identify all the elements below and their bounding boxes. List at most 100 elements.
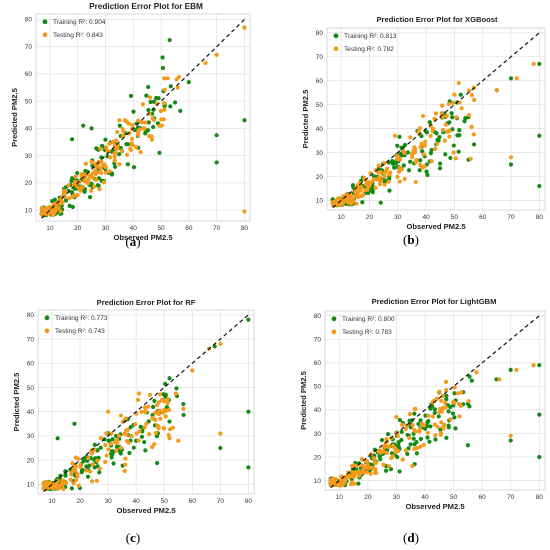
scatter-point-training: [218, 445, 223, 451]
scatter-points: [330, 61, 542, 208]
x-tick-label: 30: [393, 494, 401, 501]
scatter-point-testing: [471, 132, 476, 137]
scatter-point-training: [152, 398, 157, 404]
scatter-point-testing: [451, 150, 456, 155]
identity-line: [41, 19, 245, 219]
scatter-point-testing: [72, 181, 77, 187]
scatter-point-testing: [99, 170, 104, 175]
scatter-point-testing: [88, 174, 93, 179]
scatter-point-testing: [84, 468, 89, 473]
scatter-point-testing: [440, 127, 446, 133]
scatter-point-training: [167, 376, 172, 381]
scatter-point-training: [390, 159, 395, 164]
scatter-point-training: [117, 152, 122, 157]
scatter-point-training: [139, 434, 145, 439]
caption-c: (c): [126, 530, 140, 545]
y-tick-label: 40: [27, 409, 35, 416]
scatter-point-training: [350, 183, 356, 188]
scatter-point-training: [360, 200, 365, 205]
scatter-point-testing: [149, 137, 155, 142]
scatter-point-testing: [403, 426, 408, 431]
scatter-point-testing: [382, 182, 387, 187]
scatter-point-training: [417, 168, 422, 173]
scatter-point-testing: [433, 111, 439, 116]
scatter-point-testing: [531, 61, 536, 67]
scatter-point-testing: [123, 416, 128, 421]
scatter-point-training: [418, 436, 424, 442]
scatter-point-training: [387, 188, 392, 193]
legend-label: Testing R²: 0.783: [342, 329, 392, 336]
scatter-point-testing: [373, 460, 379, 465]
scatter-point-testing: [366, 180, 371, 185]
caption-c-letter: c: [130, 530, 136, 545]
scatter-point-testing: [508, 155, 514, 160]
scatter-point-testing: [86, 456, 91, 461]
legend-label: Training R²: 0.904: [53, 19, 106, 26]
scatter-point-testing: [175, 85, 180, 90]
scatter-point-training: [242, 118, 247, 123]
scatter-point-testing: [147, 111, 152, 116]
scatter-point-testing: [472, 97, 477, 102]
scatter-point-testing: [451, 100, 456, 105]
scatter-point-testing: [133, 422, 138, 427]
scatter-point-testing: [158, 416, 163, 421]
scatter-point-testing: [53, 208, 58, 213]
scatter-point-testing: [115, 129, 120, 135]
x-tick-label: 10: [336, 494, 344, 501]
scatter-point-testing: [45, 479, 50, 485]
y-tick-label: 20: [25, 180, 33, 187]
x-tick-label: 70: [507, 494, 515, 501]
x-tick-label: 40: [422, 214, 430, 221]
scatter-point-testing: [418, 145, 423, 150]
scatter-point-testing: [421, 442, 426, 448]
scatter-point-testing: [176, 438, 181, 443]
scatter-point-testing: [135, 130, 141, 135]
scatter-point-testing: [150, 415, 155, 420]
scatter-point-testing: [359, 457, 364, 462]
scatter-point-training: [377, 454, 382, 459]
scatter-point-testing: [397, 157, 403, 162]
scatter-point-training: [465, 443, 470, 448]
scatter-point-training: [508, 367, 513, 372]
scatter-point-testing: [173, 391, 178, 396]
scatter-point-testing: [426, 413, 431, 418]
scatter-point-testing: [103, 459, 108, 465]
scatter-point-training: [146, 84, 151, 90]
y-tick-label: 20: [27, 457, 35, 464]
scatter-point-testing: [94, 177, 99, 182]
scatter-point-training: [67, 203, 72, 208]
x-tick-label: 10: [46, 225, 54, 232]
chart-panel-0: 10 20 30 40 50 60 70 80 10 20 30 40 50 60 70 80 Predicti…: [10, 2, 251, 242]
legend-marker: [42, 19, 48, 25]
scatter-point-testing: [469, 93, 475, 98]
scatter-point-training: [174, 386, 179, 391]
scatter-point-training: [508, 162, 514, 167]
scatter-point-training: [72, 421, 77, 426]
scatter-point-testing: [89, 159, 94, 165]
scatter-point-training: [63, 472, 68, 477]
plot-frame: [35, 13, 251, 222]
scatter-point-testing: [414, 157, 419, 163]
scatter-point-training: [106, 438, 111, 443]
scatter-point-testing: [45, 206, 50, 211]
scatter-point-training: [378, 200, 383, 205]
y-axis-label: Predicted PM2.5: [299, 370, 308, 429]
scatter-point-testing: [127, 131, 132, 136]
scatter-point-testing: [73, 174, 78, 179]
scatter-point-testing: [157, 392, 163, 397]
caption-a: (a): [125, 234, 140, 249]
scatter-point-training: [168, 84, 173, 89]
scatter-point-testing: [156, 399, 162, 405]
scatter-point-training: [138, 424, 143, 429]
scatter-point-testing: [64, 480, 69, 486]
scatter-point-testing: [414, 446, 420, 451]
scatter-point-testing: [118, 445, 124, 450]
scatter-point-training: [379, 438, 385, 443]
scatter-point-testing: [60, 478, 65, 483]
scatter-point-training: [446, 409, 451, 414]
y-tick-label: 10: [27, 482, 35, 489]
scatter-point-training: [70, 204, 75, 210]
scatter-point-testing: [469, 124, 474, 130]
scatter-point-training: [75, 170, 80, 176]
x-tick-label: 30: [102, 225, 110, 232]
